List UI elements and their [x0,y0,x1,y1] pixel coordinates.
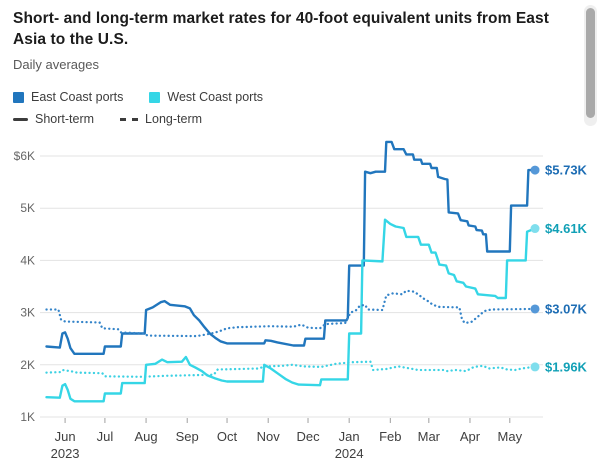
legend-label-east-coast: East Coast ports [31,90,124,104]
west-coast-long-term-end-label: $1.96K [545,359,588,374]
east-coast-short-term-line [45,140,537,355]
y-tick-4K: 4K [20,253,35,267]
y-tick-3K: 3K [20,306,35,320]
solid-line-icon [13,117,28,121]
x-tick-Dec: Dec [296,429,320,444]
chart-legend: East Coast ports West Coast ports Short-… [13,88,263,132]
x-tick-Jan: Jan [339,429,360,444]
scrollbar[interactable] [584,5,597,126]
legend-row-ports: East Coast ports West Coast ports [13,88,263,106]
east-coast-swatch-icon [13,91,24,103]
legend-label-long-term: Long-term [145,112,203,126]
y-tick-5K: 5K [20,201,35,215]
x-year-2024: 2024 [335,446,364,461]
y-tick-$6K: $6K [14,149,35,163]
x-tick-Mar: Mar [418,429,441,444]
west-coast-swatch-icon [149,91,161,103]
legend-label-west-coast: West Coast ports [167,90,264,104]
chart-header: Short- and long-term market rates for 40… [13,8,573,72]
x-tick-Sep: Sep [176,429,199,444]
legend-label-short-term: Short-term [35,112,95,126]
legend-item-short-term[interactable]: Short-term [13,112,94,126]
legend-item-long-term[interactable]: Long-term [120,112,202,126]
x-tick-Feb: Feb [379,429,401,444]
east-coast-short-term-end-label: $5.73K [545,163,588,178]
page-title: Short- and long-term market rates for 40… [13,10,550,49]
y-tick-2K: 2K [20,358,35,372]
east-coast-short-term-end-marker [530,165,540,175]
east-coast-long-term-end-marker [530,304,540,314]
legend-row-terms: Short-term Long-term [13,110,263,128]
dashed-line-icon [120,117,139,121]
x-tick-Jul: Jul [97,429,114,444]
west-coast-short-term-end-label: $4.61K [545,221,588,236]
west-coast-long-term-line [45,360,537,378]
x-tick-Aug: Aug [134,429,157,444]
west-coast-short-term-end-marker [530,224,540,234]
east-coast-long-term-line [45,289,537,338]
east-coast-long-term-end-label: $3.07K [545,301,588,316]
legend-item-east-coast[interactable]: East Coast ports [13,90,123,104]
x-tick-Oct: Oct [217,429,238,444]
page-subtitle: Daily averages [13,56,99,72]
west-coast-long-term-end-marker [530,362,540,372]
x-tick-Jun: Jun [55,429,76,444]
x-tick-Apr: Apr [460,429,481,444]
scrollbar-thumb[interactable] [586,8,595,118]
x-tick-Nov: Nov [257,429,281,444]
west-coast-short-term-line [45,218,537,403]
legend-item-west-coast[interactable]: West Coast ports [149,90,263,104]
x-tick-May: May [498,429,523,444]
y-tick-1K: 1K [20,410,35,424]
x-year-2023: 2023 [51,446,80,461]
